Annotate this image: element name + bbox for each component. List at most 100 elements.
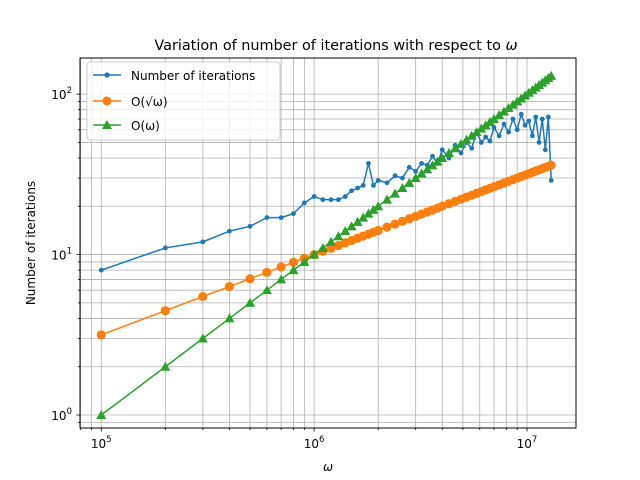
data-point-sqrt-omega <box>373 225 383 236</box>
x-tick-label-exponent: 7 <box>532 435 537 445</box>
y-tick-label-exponent: 1 <box>67 247 72 257</box>
y-tick-label-exponent: 0 <box>67 407 72 417</box>
data-point-iterations <box>366 161 371 166</box>
data-point-iterations <box>487 138 493 144</box>
data-point-omega <box>461 134 472 144</box>
y-tick-label-base: 10 <box>51 88 66 102</box>
x-tick-label-base: 10 <box>91 437 106 451</box>
data-point-omega <box>432 156 443 166</box>
chart-title: Variation of number of iterations with r… <box>154 38 517 54</box>
data-point-iterations <box>278 215 284 221</box>
data-point-iterations <box>439 147 445 153</box>
data-point-iterations <box>360 182 366 188</box>
data-point-iterations <box>328 197 334 203</box>
data-point-iterations <box>413 168 419 174</box>
data-point-omega <box>325 236 336 246</box>
x-tick-label-exponent: 6 <box>319 435 324 445</box>
data-point-iterations <box>526 118 532 124</box>
legend-entry-iterations: Number of iterations <box>93 69 255 83</box>
data-point-iterations <box>478 140 484 145</box>
data-point-omega <box>546 70 557 80</box>
data-point-sqrt-omega <box>245 274 255 284</box>
data-point-omega <box>358 212 369 222</box>
y-tick-label-exponent: 2 <box>67 86 72 96</box>
x-tick-label: 106 <box>304 435 325 451</box>
series-iterations <box>98 111 554 273</box>
series-sqrt-omega <box>96 160 556 340</box>
data-point-iterations <box>375 177 381 183</box>
data-point-omega <box>309 249 320 259</box>
data-point-omega <box>494 110 505 120</box>
data-point-sqrt-omega <box>262 267 272 277</box>
data-point-omega <box>340 226 351 236</box>
data-point-omega <box>422 164 433 174</box>
data-point-omega <box>346 221 357 231</box>
data-point-omega <box>410 173 421 183</box>
legend-label-omega: O(ω) <box>131 119 160 133</box>
data-point-iterations <box>406 164 412 170</box>
data-point-omega <box>381 194 392 204</box>
data-point-iterations <box>506 129 512 135</box>
data-point-omega <box>437 152 448 162</box>
chart-title-text: Variation of number of iterations with r… <box>154 38 505 54</box>
x-axis-label: ω <box>323 460 333 474</box>
data-point-iterations <box>529 133 535 139</box>
data-point-omega <box>476 123 487 133</box>
y-tick-label: 102 <box>51 86 72 102</box>
data-point-omega <box>276 274 287 284</box>
data-point-sqrt-omega <box>160 306 170 316</box>
data-point-iterations <box>469 145 475 151</box>
data-point-iterations <box>533 114 539 120</box>
data-point-sqrt-omega <box>390 219 400 229</box>
data-point-iterations <box>496 133 502 139</box>
data-point-iterations <box>247 223 253 229</box>
data-point-omega <box>245 297 256 307</box>
data-point-iterations <box>162 245 168 251</box>
legend-marker-sqrt-omega <box>102 96 112 106</box>
data-point-sqrt-omega <box>288 257 299 267</box>
y-tick-label: 100 <box>51 407 72 423</box>
data-point-sqrt-omega <box>198 291 208 302</box>
x-tick-label-exponent: 5 <box>106 435 111 445</box>
legend-entry-omega: O(ω) <box>93 119 160 133</box>
data-point-omega <box>368 204 379 214</box>
series-omega <box>96 70 557 420</box>
data-point-iterations <box>542 147 548 153</box>
data-point-omega <box>160 361 171 371</box>
y-tick-label-base: 10 <box>51 249 66 263</box>
legend-label-iterations: Number of iterations <box>131 69 255 83</box>
data-point-omega <box>96 410 107 420</box>
data-point-iterations <box>419 161 425 166</box>
y-axis-label: Number of iterations <box>24 181 38 305</box>
data-point-iterations <box>227 228 232 234</box>
data-point-iterations <box>384 180 390 186</box>
data-point-omega <box>397 183 408 193</box>
data-point-omega <box>416 168 427 178</box>
legend-marker-omega <box>102 120 112 129</box>
data-point-omega <box>261 285 272 295</box>
data-point-iterations <box>355 185 360 191</box>
data-point-sqrt-omega <box>96 330 106 340</box>
data-point-iterations <box>491 125 497 130</box>
data-point-iterations <box>392 173 398 179</box>
data-point-omega <box>333 231 344 241</box>
data-point-omega <box>503 102 514 112</box>
data-point-iterations <box>548 177 554 183</box>
data-point-iterations <box>483 134 489 140</box>
data-point-iterations <box>342 194 348 199</box>
data-point-omega <box>498 106 509 116</box>
data-point-iterations <box>264 215 270 221</box>
data-point-iterations <box>291 211 296 217</box>
data-point-sqrt-omega <box>224 281 235 292</box>
data-point-iterations <box>514 127 520 133</box>
data-point-omega <box>288 265 299 275</box>
legend-label-sqrt-omega: O(√ω) <box>131 95 168 109</box>
data-point-omega <box>352 216 363 226</box>
chart-title-symbol: ω <box>506 38 518 54</box>
plot-area <box>96 70 557 420</box>
legend: Number of iterations O(√ω) O(ω) <box>86 61 281 141</box>
data-point-iterations <box>200 239 206 245</box>
data-point-iterations <box>349 188 354 194</box>
